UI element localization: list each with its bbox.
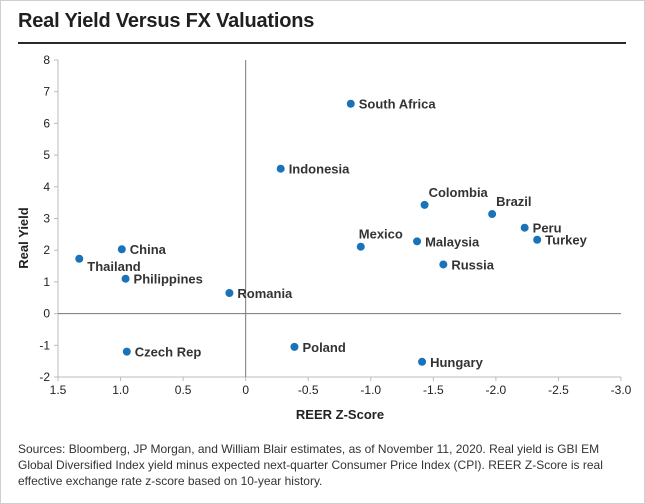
point-hungary <box>418 357 427 366</box>
footnote: Sources: Bloomberg, JP Morgan, and Willi… <box>18 442 603 488</box>
y-tick-label: 2 <box>43 243 50 257</box>
y-tick-label: -2 <box>39 370 50 384</box>
x-axis-label: REER Z-Score <box>296 407 384 422</box>
point-label-romania: Romania <box>237 286 293 301</box>
point-label-colombia: Colombia <box>429 185 489 200</box>
point-label-peru: Peru <box>533 221 562 236</box>
point-indonesia <box>276 164 285 173</box>
y-tick-label: 1 <box>43 275 50 289</box>
x-tick-label: -2.0 <box>486 383 507 397</box>
point-malaysia <box>413 237 422 246</box>
point-label-malaysia: Malaysia <box>425 234 480 249</box>
point-south-africa <box>346 99 355 108</box>
point-thailand <box>75 254 84 263</box>
y-tick-label: 0 <box>43 307 50 321</box>
y-tick-label: 6 <box>43 116 50 130</box>
x-tick-label: 1.5 <box>50 383 67 397</box>
x-tick-label: 1.0 <box>112 383 129 397</box>
point-label-hungary: Hungary <box>430 355 484 370</box>
points-group: South AfricaIndonesiaColombiaBrazilPeruT… <box>75 97 588 370</box>
point-colombia <box>420 200 429 209</box>
point-label-south-africa: South Africa <box>359 97 437 112</box>
point-mexico <box>356 242 365 251</box>
x-tick-label: 0 <box>242 383 249 397</box>
title-divider <box>18 42 626 44</box>
y-tick-label: -1 <box>39 338 50 352</box>
point-philippines <box>121 274 130 283</box>
point-label-poland: Poland <box>302 340 345 355</box>
point-label-russia: Russia <box>451 257 494 272</box>
point-peru <box>520 223 529 232</box>
point-russia <box>439 260 448 269</box>
axes-group: -2 -1 0 1 2 3 4 5 6 7 8 1.5 1.0 0.5 0 -0.5 -1.0 -1.5 -2.0 -… <box>39 53 631 397</box>
point-label-mexico: Mexico <box>359 227 403 242</box>
x-tick-label: -3.0 <box>611 383 632 397</box>
point-label-indonesia: Indonesia <box>289 162 350 177</box>
scatter-chart: -2 -1 0 1 2 3 4 5 6 7 8 1.5 1.0 0.5 0 -0.5 -1.0 -1.5 -2.0 -… <box>16 53 632 422</box>
y-axis-label: Real Yield <box>16 207 31 268</box>
x-tick-label: -0.5 <box>298 383 319 397</box>
point-poland <box>290 342 299 351</box>
x-tick-label: -1.0 <box>360 383 381 397</box>
point-czech-rep <box>122 347 131 356</box>
x-tick-label: 0.5 <box>175 383 192 397</box>
point-brazil <box>488 210 497 219</box>
point-label-thailand: Thailand <box>87 259 141 274</box>
y-tick-label: 3 <box>43 212 50 226</box>
x-tick-label: -2.5 <box>548 383 569 397</box>
point-china <box>117 245 126 254</box>
point-turkey <box>533 235 542 244</box>
x-tick-label: -1.5 <box>423 383 444 397</box>
point-label-turkey: Turkey <box>545 233 587 248</box>
point-label-brazil: Brazil <box>496 194 531 209</box>
y-tick-label: 4 <box>43 180 50 194</box>
y-tick-label: 8 <box>43 53 50 67</box>
point-label-china: China <box>130 242 167 257</box>
point-label-philippines: Philippines <box>134 272 203 287</box>
point-romania <box>225 288 234 297</box>
y-tick-label: 5 <box>43 148 50 162</box>
y-tick-label: 7 <box>43 85 50 99</box>
point-label-czech-rep: Czech Rep <box>135 345 202 360</box>
chart-title: Real Yield Versus FX Valuations <box>18 10 315 32</box>
